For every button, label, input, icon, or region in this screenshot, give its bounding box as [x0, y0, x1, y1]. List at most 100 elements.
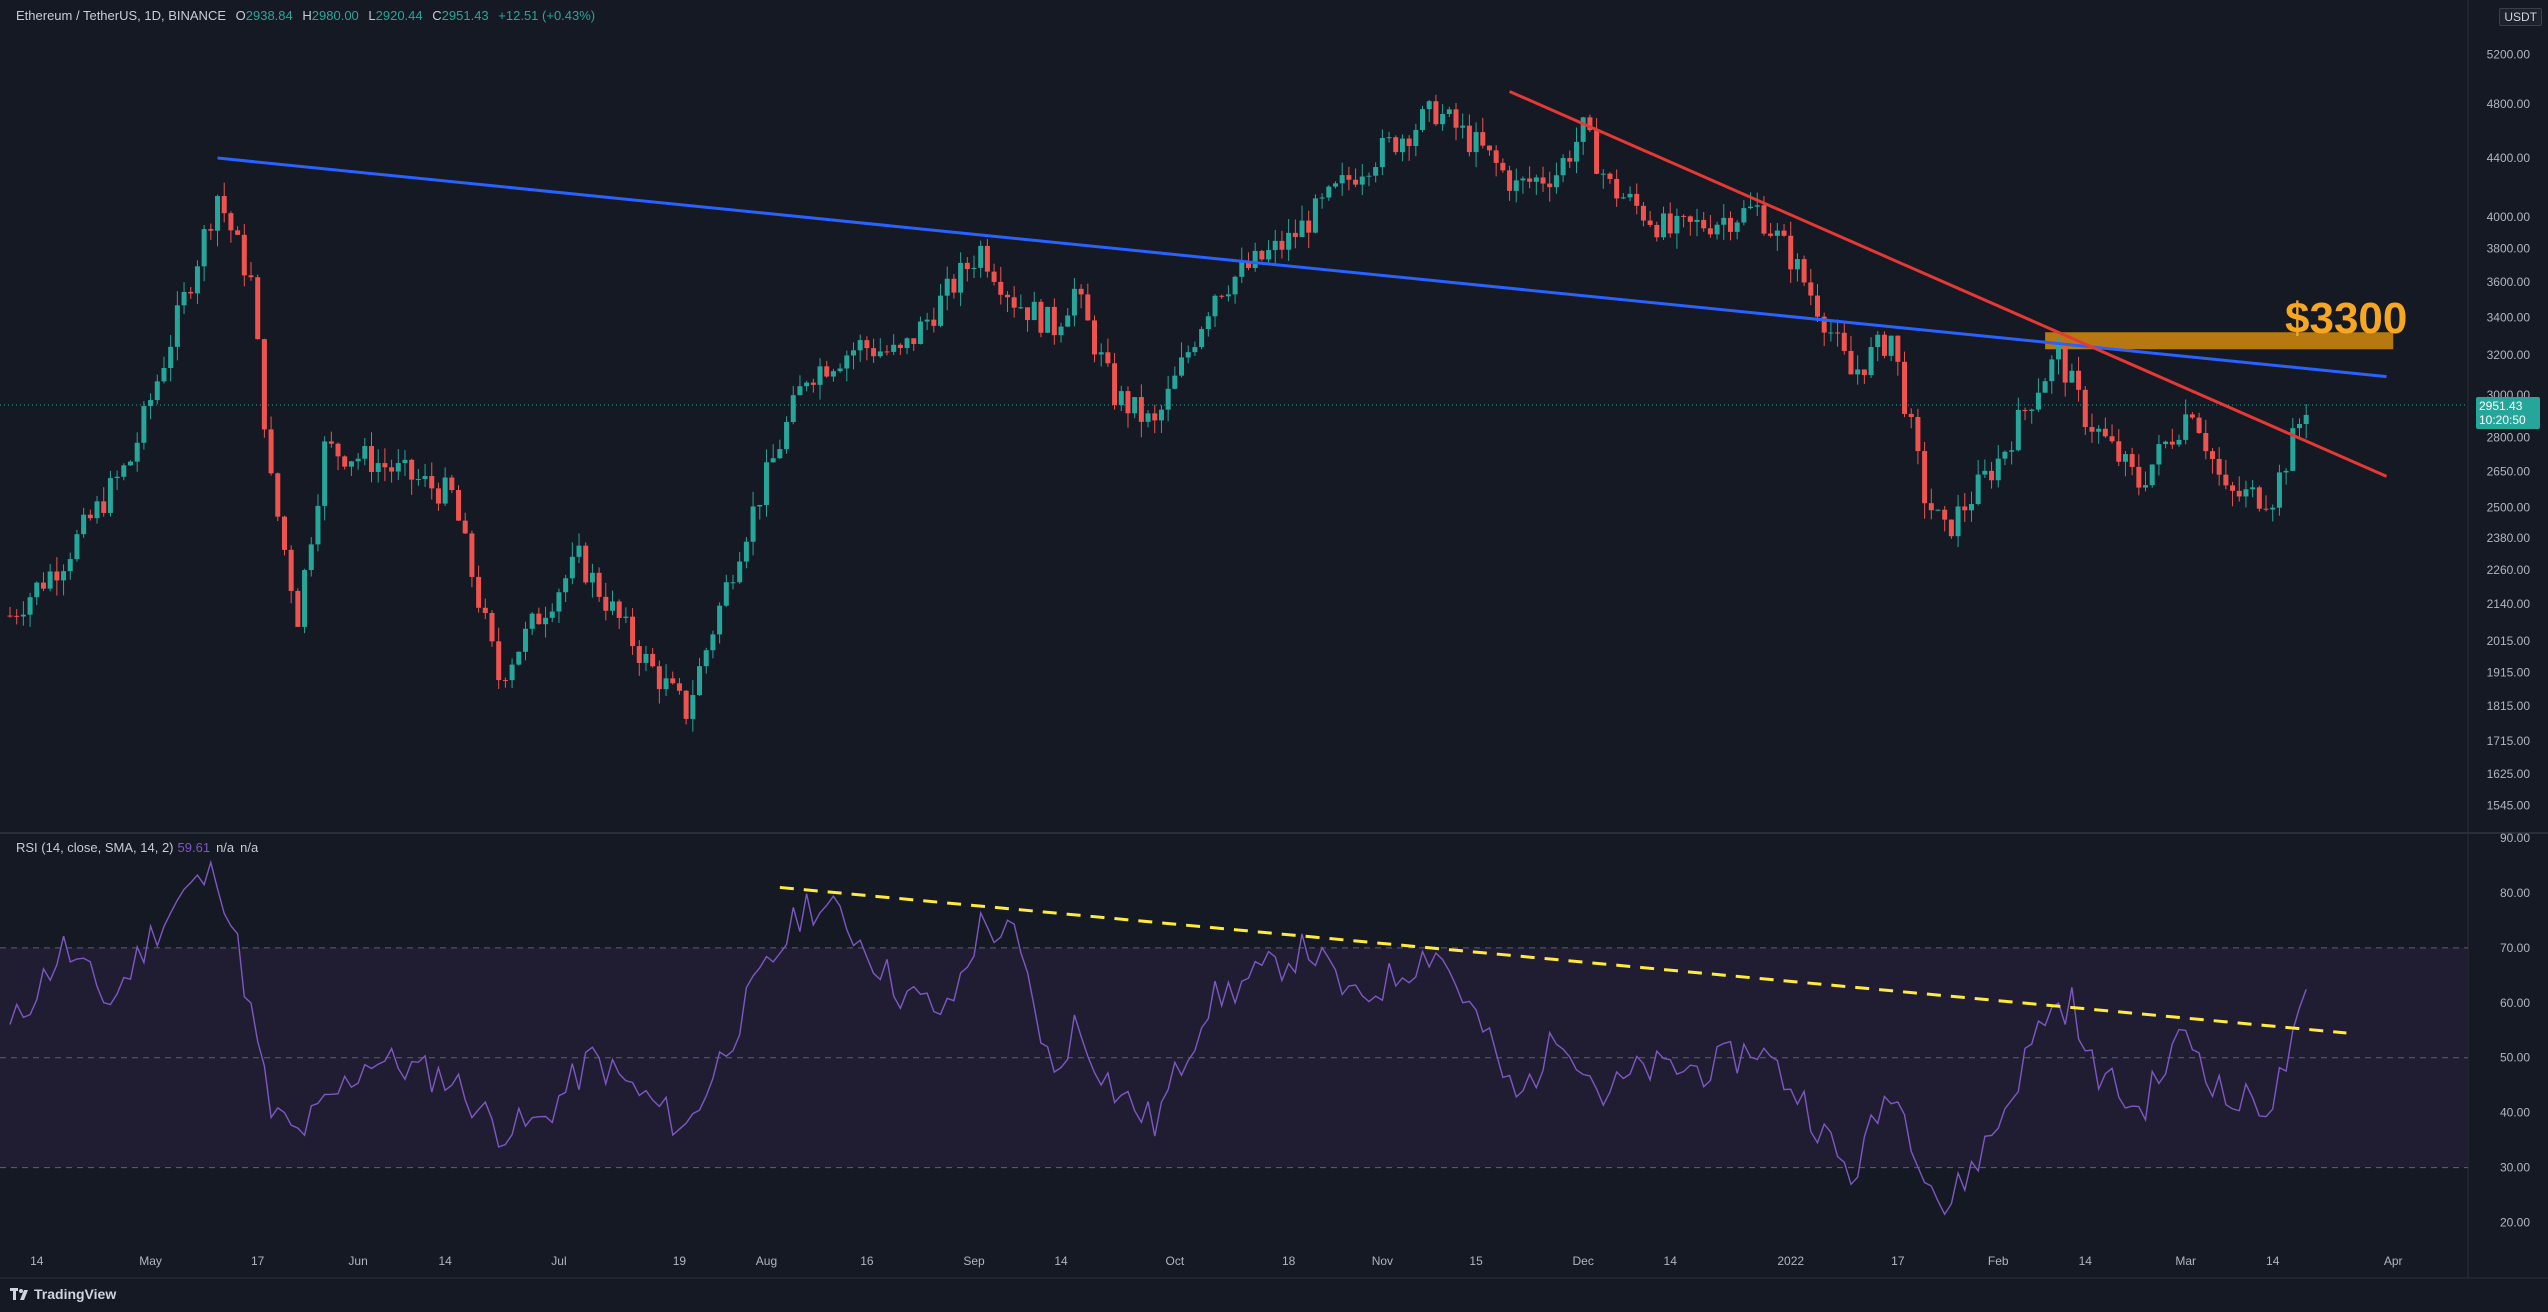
candle-body [670, 678, 676, 684]
candle-body [663, 678, 669, 690]
candle-body [2303, 414, 2309, 424]
candle-body [27, 597, 33, 615]
candle-body [1225, 294, 1231, 297]
candle-body [1567, 158, 1573, 162]
candle-body [7, 615, 13, 617]
candle-body [650, 653, 656, 667]
candle-body [1399, 138, 1405, 153]
candle-body [529, 613, 535, 629]
y-tick-label: 3600.00 [2487, 275, 2531, 289]
y-tick-label: 4000.00 [2487, 210, 2531, 224]
candle-body [1118, 391, 1124, 406]
y-tick-label: 1815.00 [2487, 699, 2531, 713]
candle-body [1312, 198, 1318, 233]
high-value: 2980.00 [311, 8, 359, 23]
candle-body [1219, 295, 1225, 297]
candle-body [114, 476, 120, 479]
candle-body [1794, 259, 1800, 270]
candle-body [636, 646, 642, 663]
candle-body [690, 695, 696, 719]
candle-body [723, 582, 729, 606]
candle-body [1607, 173, 1613, 179]
x-tick-label: 14 [2266, 1254, 2280, 1268]
candle-body [2022, 409, 2028, 411]
x-tick-label: 14 [438, 1254, 452, 1268]
x-tick-label: Dec [1573, 1254, 1594, 1268]
candle-body [2290, 428, 2296, 471]
y-tick-label: 2500.00 [2487, 501, 2531, 515]
candle-body [576, 545, 582, 557]
candle-body [61, 571, 67, 581]
candle-body [1386, 137, 1392, 139]
candle-body [1259, 250, 1265, 260]
candle-body [1085, 294, 1091, 321]
rsi-y-tick-label: 70.00 [2500, 941, 2530, 955]
candle-body [2203, 433, 2209, 452]
candle-body [489, 612, 495, 642]
candle-body [1754, 205, 1760, 207]
candle-body [2169, 441, 2175, 445]
candle-body [409, 459, 415, 480]
candle-body [1821, 316, 1827, 333]
candle-body [958, 262, 964, 293]
candle-body [1640, 205, 1646, 221]
candle-body [14, 615, 20, 617]
candle-body [944, 278, 950, 296]
rsi-y-tick-label: 50.00 [2500, 1051, 2530, 1065]
rsi-label: RSI (14, close, SMA, 14, 2) [16, 840, 174, 855]
x-tick-label: Oct [1165, 1254, 1184, 1268]
candle-body [1165, 388, 1171, 410]
candle-body [1768, 233, 1774, 236]
candle-body [998, 281, 1004, 295]
y-tick-label: 3200.00 [2487, 348, 2531, 362]
candle-body [1721, 217, 1727, 225]
candle-body [1466, 125, 1472, 153]
y-axis: 5200.00 4800.00 4400.00 4000.00 3800.00 3600.… [2487, 48, 2531, 1230]
candle-body [429, 475, 435, 489]
candle-body [1815, 295, 1820, 317]
x-tick-label: 14 [2079, 1254, 2093, 1268]
tradingview-brand[interactable]: TradingView [10, 1286, 116, 1302]
candle-body [2149, 464, 2155, 486]
candle-body [435, 488, 441, 504]
candle-body [549, 611, 555, 618]
candle-body [369, 446, 374, 472]
candle-body [355, 458, 361, 462]
candle-body [74, 534, 80, 560]
candle-body [522, 628, 528, 652]
candle-body [2056, 345, 2061, 360]
candle-body [1881, 334, 1887, 356]
candle-body [389, 467, 395, 472]
candle-body [1781, 230, 1787, 236]
candle-body [1379, 137, 1385, 168]
x-tick-label: 14 [1664, 1254, 1678, 1268]
candle-body [1808, 282, 1814, 296]
candle-body [1674, 215, 1680, 234]
candle-body [1587, 117, 1593, 131]
candle-body [1239, 262, 1245, 277]
candle-body [1433, 101, 1439, 125]
currency-button[interactable]: USDT [2499, 8, 2542, 26]
candle-body [2069, 370, 2075, 383]
candle-body [1948, 519, 1954, 537]
candle-body [697, 666, 703, 696]
candle-body [2143, 485, 2149, 488]
candle-body [34, 582, 40, 598]
candle-body [1413, 129, 1419, 147]
candle-body [128, 461, 133, 466]
x-tick-label: 16 [860, 1254, 874, 1268]
candle-body [2029, 409, 2035, 411]
candle-body [241, 234, 247, 276]
candle-body [2035, 392, 2041, 410]
candle-body [1995, 458, 2001, 481]
rsi-band-layer [0, 947, 2468, 1169]
candle-body [2209, 451, 2215, 459]
candle-body [154, 381, 160, 401]
candle-body [375, 463, 381, 472]
candle-body [1319, 197, 1325, 199]
candle-body [382, 463, 388, 468]
candle-body [47, 571, 53, 589]
rsi-na-1: n/a [216, 840, 235, 855]
last-price-tag: 2951.43 10:20:50 [2476, 397, 2540, 429]
